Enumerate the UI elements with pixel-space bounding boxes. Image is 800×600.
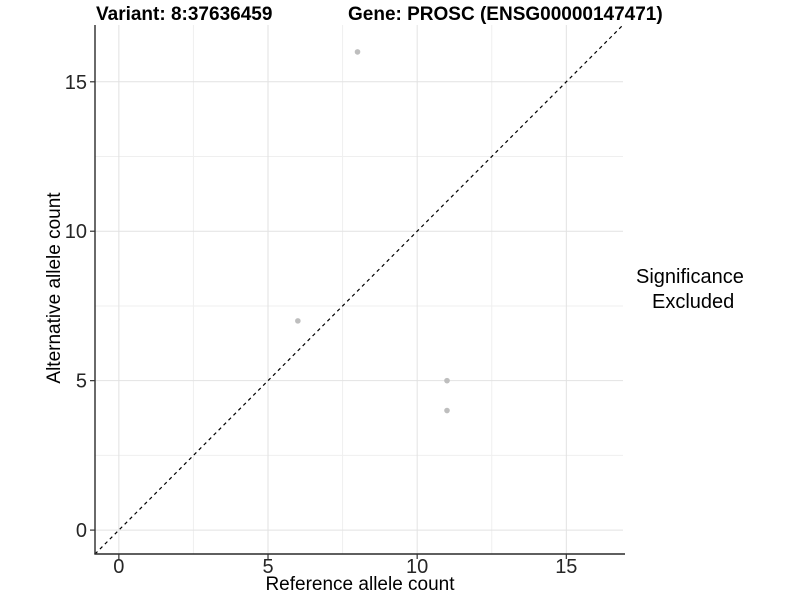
- x-tick-label: 5: [262, 556, 273, 578]
- legend-item-label: Excluded: [652, 291, 735, 313]
- legend-title: Significance: [636, 266, 744, 288]
- plot-title-gene: Gene: PROSC (ENSG00000147471): [348, 4, 663, 25]
- data-point: [295, 318, 301, 324]
- x-axis-title: Reference allele count: [265, 574, 455, 595]
- x-tick-label: 15: [555, 556, 577, 578]
- data-point: [444, 377, 450, 384]
- data-point: [354, 49, 361, 55]
- legend: Significance Excluded: [636, 266, 744, 314]
- data-point: [444, 407, 450, 414]
- y-tick-label: 15: [65, 72, 87, 94]
- identity-dashed-line: [94, 24, 624, 555]
- y-tick-label: 5: [76, 371, 87, 393]
- x-tick-label: 0: [113, 556, 124, 578]
- y-tick-label: 0: [76, 520, 87, 542]
- plot-title-variant: Variant: 8:37636459: [96, 4, 273, 25]
- x-tick-label: 10: [406, 556, 428, 578]
- excluded-point-icon: [638, 299, 646, 307]
- y-axis-title: Alternative allele count: [44, 192, 65, 384]
- y-tick-label: 10: [65, 221, 87, 243]
- legend-item-excluded: Excluded: [636, 291, 744, 314]
